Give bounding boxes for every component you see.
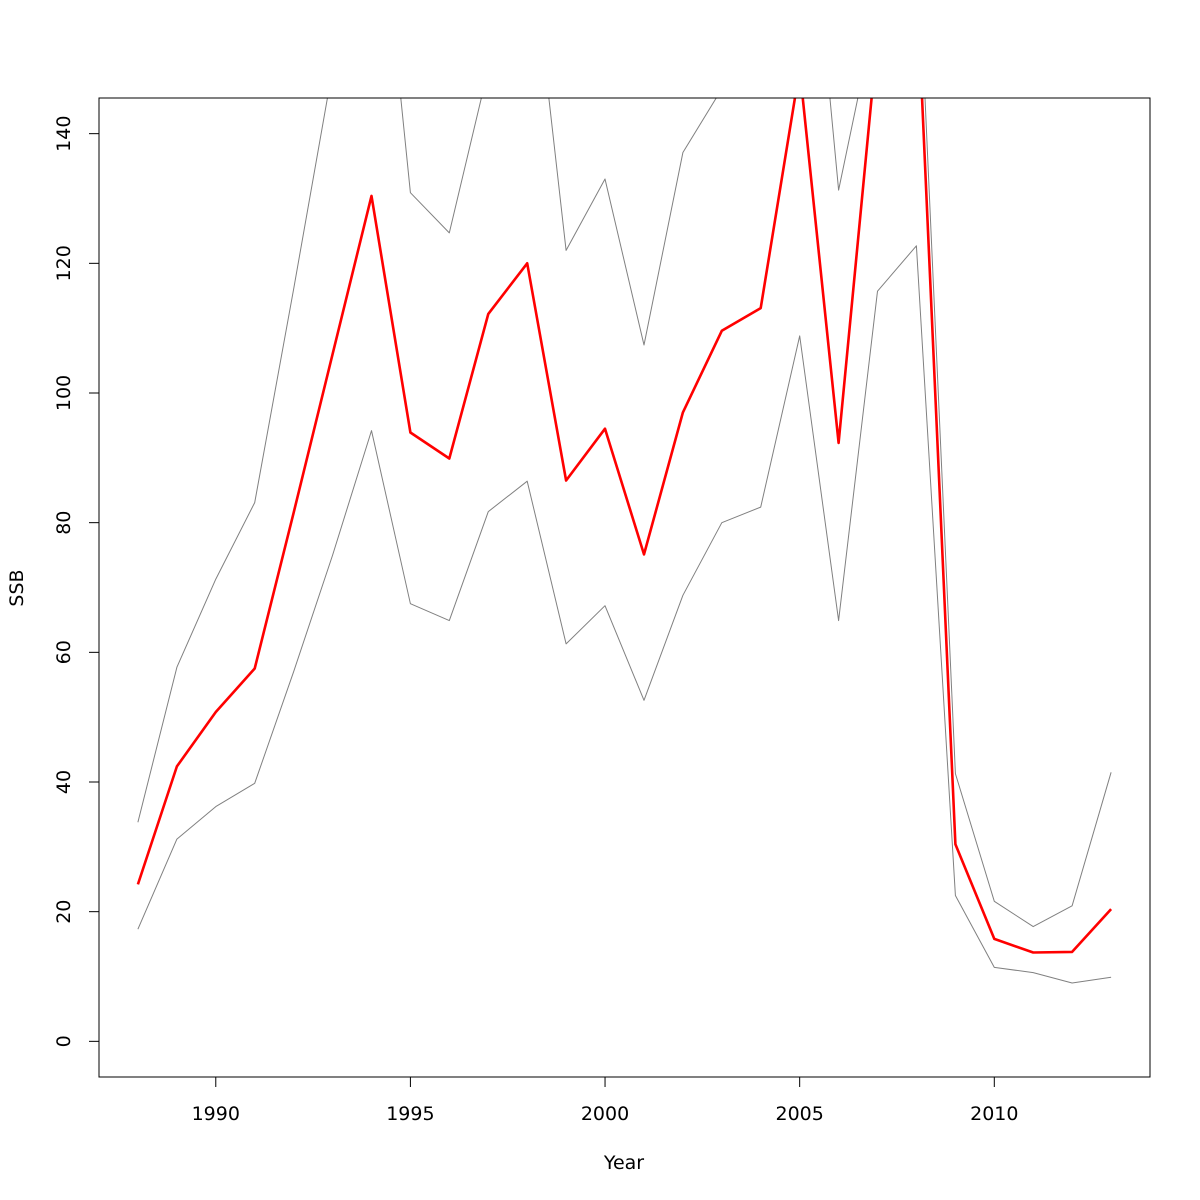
y-tick-label: 40 [53, 770, 75, 794]
y-tick-label: 140 [53, 116, 75, 152]
x-tick-label: 1995 [386, 1103, 434, 1125]
x-axis: 1990 1995 2000 2005 2010 [192, 1076, 1018, 1125]
x-tick-label: 1990 [192, 1103, 240, 1125]
plot-frame [98, 97, 1151, 1078]
y-tick-label: 0 [53, 1035, 75, 1047]
y-tick-label: 120 [53, 245, 75, 281]
x-axis-title: Year [603, 1152, 644, 1174]
x-tick-label: 2005 [775, 1103, 823, 1125]
y-tick-label: 100 [53, 375, 75, 411]
y-axis: 0 20 40 60 80 100 120 140 [53, 116, 100, 1047]
series-layer [136, 98, 1113, 984]
series-line-upper [137, 98, 1112, 928]
series-line-lower [137, 245, 1112, 984]
y-tick-label: 80 [53, 511, 75, 535]
x-tick-label: 2010 [970, 1103, 1018, 1125]
y-tick-label: 60 [53, 640, 75, 664]
x-tick-label: 2000 [581, 1103, 629, 1125]
series-line-estimate [136, 98, 1113, 954]
y-tick-label: 20 [53, 900, 75, 924]
y-axis-title: SSB [6, 569, 28, 606]
